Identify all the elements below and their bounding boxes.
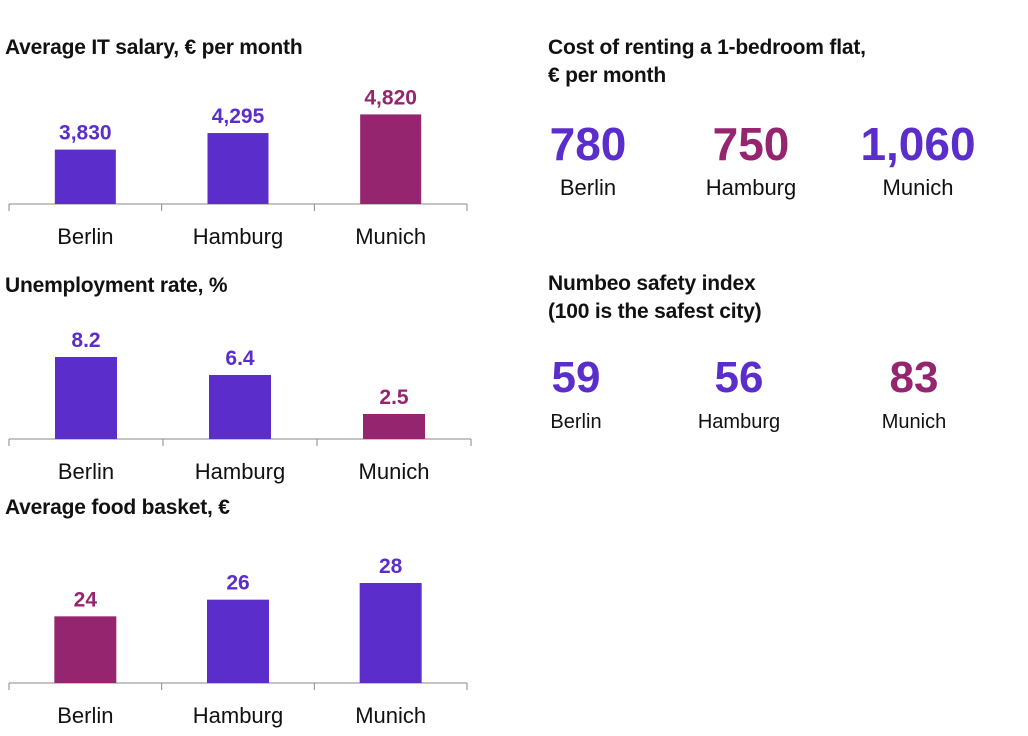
safety-title-line1: Numbeo safety index <box>548 272 756 295</box>
unemployment-chart: 8.2 Berlin 6.4 Hamburg 2.5 Munich <box>8 329 472 484</box>
safety-panel: Numbeo safety index (100 is the safest c… <box>548 270 1018 470</box>
category-label: Munich <box>355 224 426 249</box>
category-label: Hamburg <box>195 459 285 484</box>
category-label: Berlin <box>58 459 114 484</box>
safety-stat-hamburg: 56 Hamburg <box>698 352 780 436</box>
rent-city: Hamburg <box>705 175 797 200</box>
safety-value: 59 <box>551 353 601 402</box>
rent-stat-hamburg: 750 Hamburg <box>706 118 796 202</box>
food-basket-title: Average food basket, € <box>5 496 230 519</box>
unemployment-title: Unemployment rate, % <box>5 274 228 297</box>
rent-title-line1: Cost of renting a 1-bedroom flat, <box>548 36 866 59</box>
category-label: Hamburg <box>193 224 283 249</box>
rent-stat-munich: 1,060 Munich <box>860 118 975 202</box>
rent-value: 780 <box>549 118 627 170</box>
safety-city: Munich <box>881 411 947 433</box>
bar-hamburg <box>207 133 269 204</box>
data-label: 6.4 <box>225 347 255 370</box>
rent-value: 750 <box>712 118 790 170</box>
bar-munich <box>359 583 422 683</box>
food-basket-chart: 24 Berlin 26 Hamburg 28 Munich <box>8 555 468 728</box>
rent-city: Berlin <box>559 175 617 200</box>
data-label: 4,295 <box>212 105 265 128</box>
it-salary-title: Average IT salary, € per month <box>5 36 303 59</box>
safety-stat-berlin: 59 Berlin <box>550 352 601 436</box>
bar-berlin <box>54 149 116 204</box>
rent-title-line2: € per month <box>548 64 666 87</box>
safety-city: Berlin <box>550 411 602 433</box>
safety-title-line2: (100 is the safest city) <box>548 300 762 323</box>
category-label: Munich <box>359 459 430 484</box>
data-label: 4,820 <box>364 86 417 109</box>
safety-stat-munich: 83 Munich <box>882 352 946 436</box>
category-label: Berlin <box>57 224 113 249</box>
rent-city: Munich <box>882 175 954 200</box>
data-label: 24 <box>74 588 98 611</box>
bar-munich <box>360 114 422 204</box>
data-label: 3,830 <box>59 122 112 145</box>
it-salary-panel: Average IT salary, € per month 3,830 Berl… <box>5 34 475 249</box>
data-label: 26 <box>226 572 249 595</box>
rent-value: 1,060 <box>860 118 976 170</box>
bar-hamburg <box>207 599 269 683</box>
data-label: 2.5 <box>379 386 409 409</box>
it-salary-chart: 3,830 Berlin 4,295 Hamburg 4,820 Munich <box>8 86 468 249</box>
category-label: Hamburg <box>193 703 283 728</box>
safety-value: 83 <box>889 353 939 402</box>
rent-stat-berlin: 780 Berlin <box>550 118 627 202</box>
data-label: 28 <box>379 555 403 578</box>
category-label: Munich <box>355 703 426 728</box>
food-basket-panel: Average food basket, € 24 Berlin 26 Hamburg… <box>5 494 475 728</box>
bar-hamburg <box>209 375 271 439</box>
safety-value: 56 <box>714 353 764 402</box>
rent-panel: Cost of renting a 1-bedroom flat, € per … <box>548 34 1018 234</box>
data-label: 8.2 <box>71 329 100 352</box>
unemployment-panel: Unemployment rate, % 8.2 Berlin 6.4 Hamburg… <box>5 272 475 484</box>
bar-berlin <box>55 357 117 439</box>
bar-berlin <box>54 616 117 683</box>
safety-city: Hamburg <box>697 411 781 433</box>
category-label: Berlin <box>57 703 113 728</box>
bar-munich <box>363 414 425 439</box>
